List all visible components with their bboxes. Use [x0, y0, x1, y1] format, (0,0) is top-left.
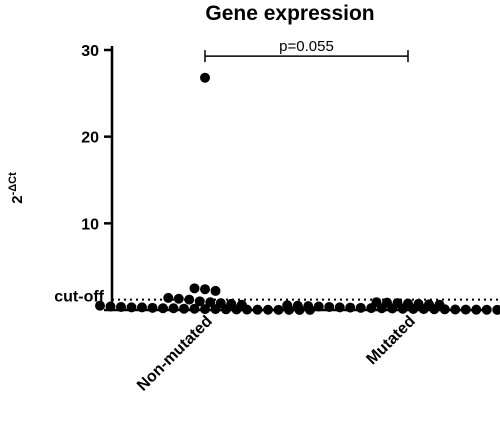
data-point [200, 284, 210, 295]
x-category-label: Non-mutated [134, 313, 216, 395]
data-point [242, 304, 252, 315]
data-point [205, 297, 216, 308]
data-point [200, 72, 210, 83]
data-point [387, 303, 398, 314]
data-point [173, 293, 184, 304]
data-point [397, 303, 408, 314]
significance-bracket-line [204, 50, 409, 63]
data-point [366, 303, 377, 314]
p-value-label: p=0.055 [279, 38, 334, 55]
data-point [200, 304, 210, 315]
data-point [105, 301, 116, 312]
data-point [355, 302, 366, 313]
data-point [126, 302, 137, 313]
y-tick-label: 10 [81, 216, 99, 233]
data-point [408, 303, 419, 314]
y-tick-label: 30 [81, 43, 99, 60]
data-point [439, 304, 450, 315]
data-point [324, 301, 335, 312]
data-point [481, 304, 492, 315]
data-point [147, 302, 158, 313]
data-point [95, 300, 105, 311]
data-point [429, 304, 440, 315]
data-point [184, 294, 195, 305]
data-point [313, 301, 324, 312]
x-category-label: Mutated [363, 313, 418, 368]
data-point [334, 302, 345, 313]
data-point [158, 303, 168, 314]
data-point [460, 304, 471, 315]
data-point [179, 303, 189, 314]
y-axis-label-base: 2 [9, 195, 26, 203]
data-point [303, 301, 314, 312]
x-axis-category-labels: Non-mutated Mutated [134, 313, 419, 395]
y-axis-label: 2-ΔCt [7, 172, 26, 204]
data-point [231, 304, 242, 315]
data-point [137, 302, 147, 313]
data-point [492, 304, 500, 315]
significance-bracket: p=0.055 [204, 38, 409, 63]
data-point [210, 285, 221, 296]
y-axis-label-exponent: -ΔCt [7, 172, 19, 196]
data-point [189, 303, 200, 314]
data-point [273, 304, 284, 315]
data-point [450, 304, 461, 315]
data-point [376, 303, 387, 314]
data-point [345, 302, 356, 313]
data-point [221, 304, 231, 315]
data-points [95, 72, 500, 315]
cutoff-label: cut-off [54, 289, 104, 306]
data-point [194, 296, 205, 307]
data-point [263, 304, 273, 315]
data-point [471, 304, 482, 315]
y-tick-label: 20 [81, 130, 99, 147]
y-axis-ticks: 10 20 30 [81, 43, 112, 312]
data-point [418, 304, 429, 315]
data-point [252, 304, 263, 315]
chart-title: Gene expression [205, 2, 374, 25]
data-point [163, 292, 174, 303]
data-point [210, 304, 221, 315]
data-point [189, 283, 200, 294]
data-point [292, 300, 303, 311]
data-point [168, 303, 179, 314]
data-point [116, 301, 126, 312]
data-point [282, 300, 293, 311]
